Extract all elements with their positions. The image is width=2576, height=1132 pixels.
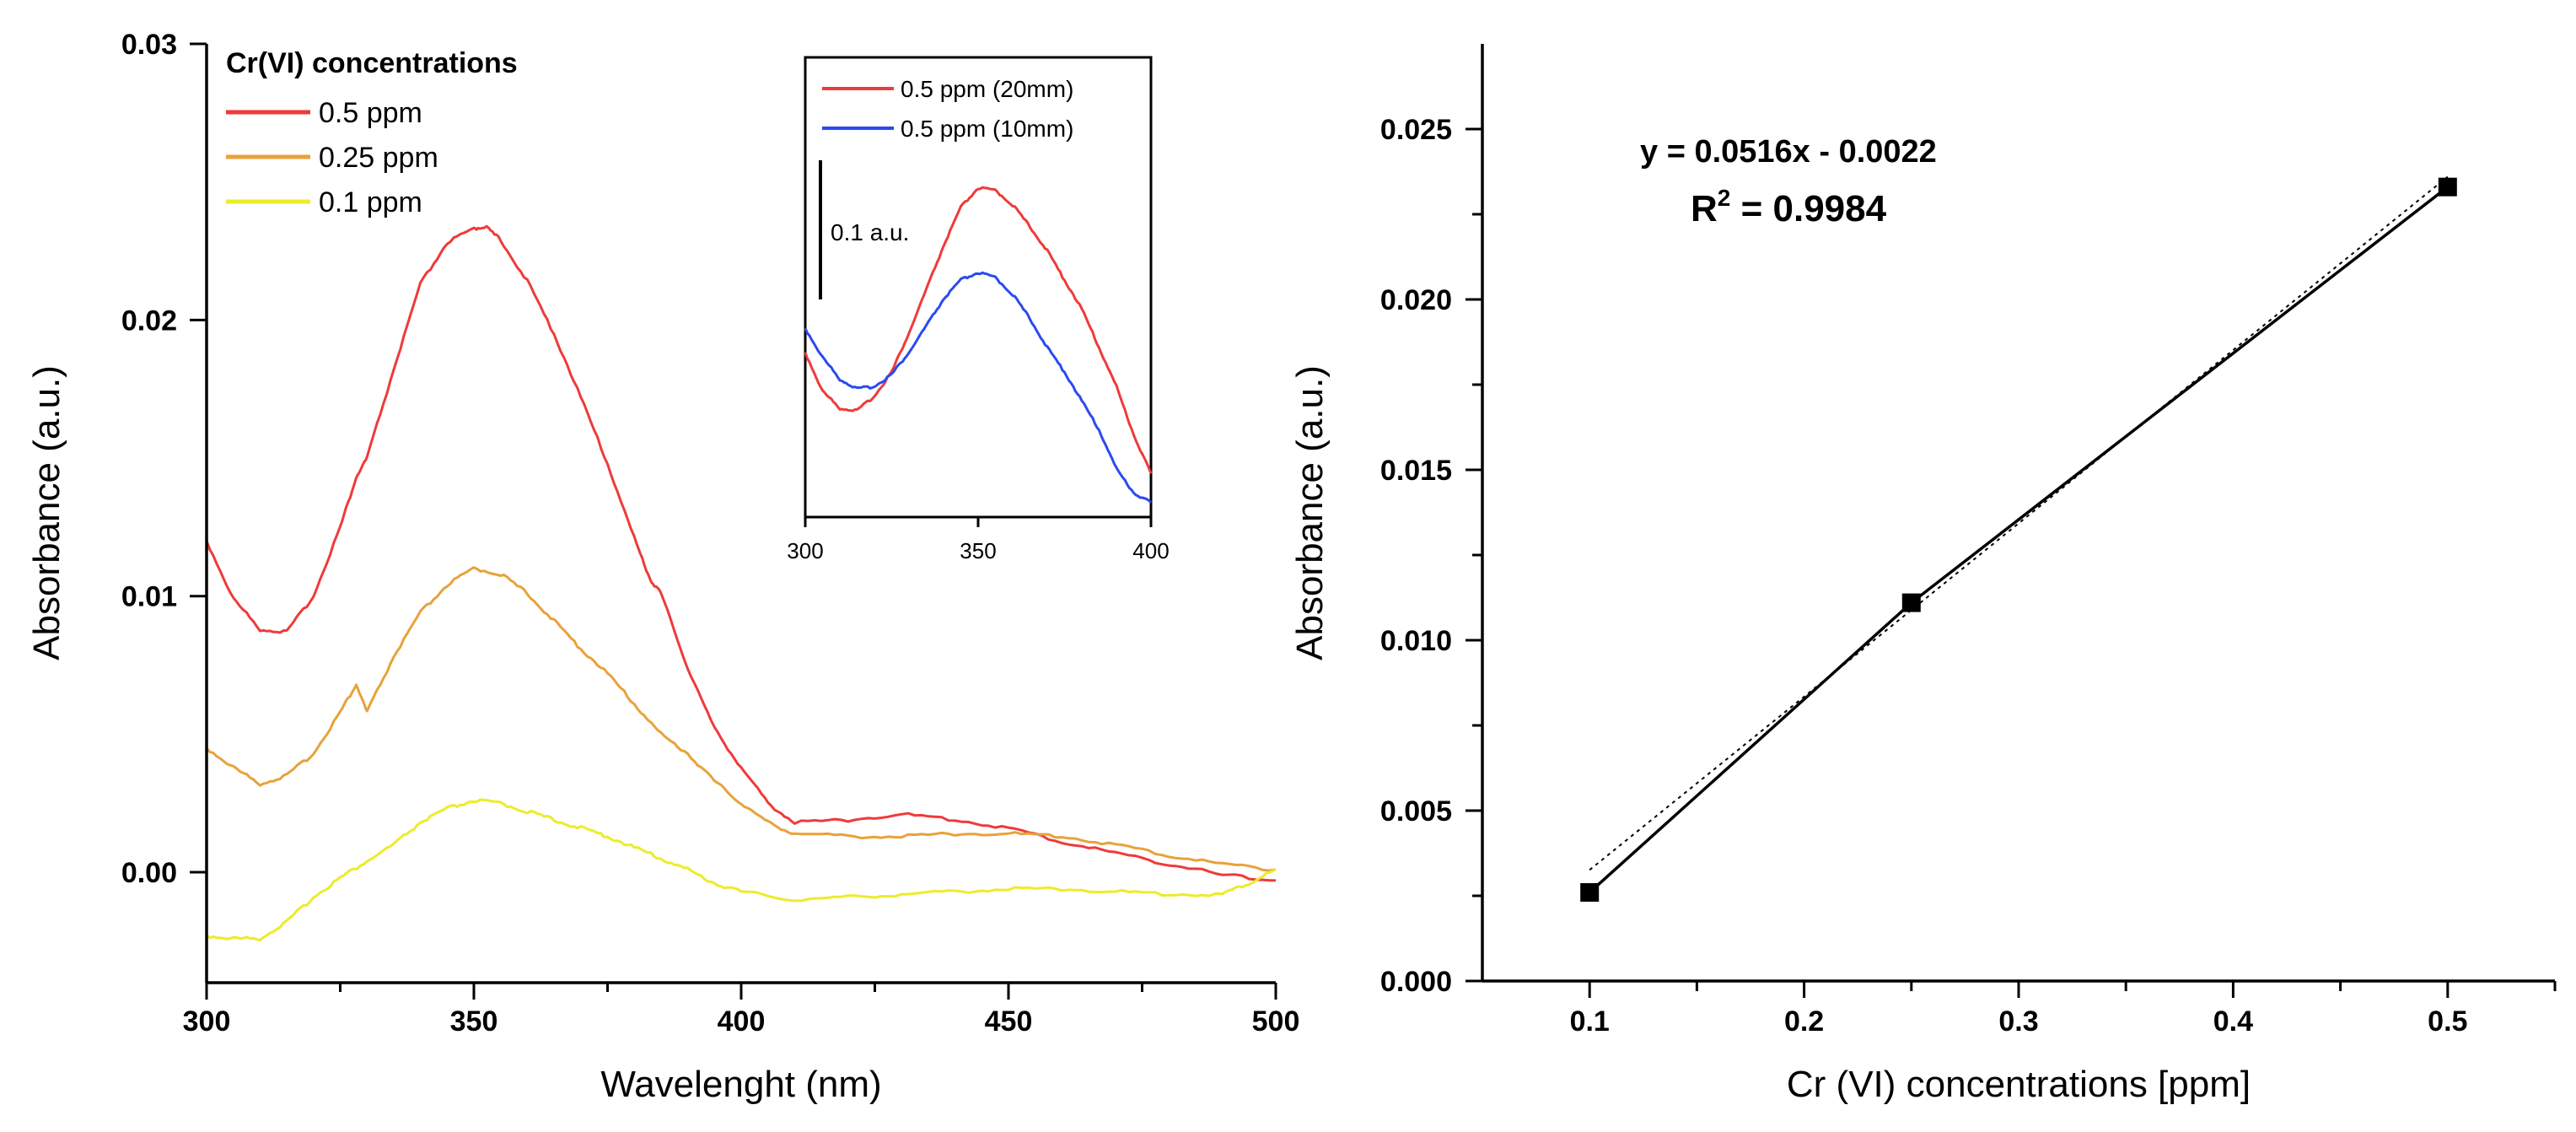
right-x-axis-title: Cr (VI) concentrations [ppm]	[1787, 1064, 2251, 1105]
inset-chart: 300 350 400 0.5 ppm (20mm) 0.5 ppm (10mm) …	[787, 56, 1170, 563]
right-x-tick-label: 0.2	[1784, 1005, 1824, 1038]
inset-x-tick-label: 300	[787, 538, 823, 563]
right-y-tick-label: 0.015	[1380, 455, 1452, 487]
right-y-ticks: 0.000 0.005 0.010 0.015 0.020 0.025	[1380, 114, 1482, 998]
right-y-tick-label: 0.020	[1380, 284, 1452, 316]
inset-line-1	[804, 271, 1153, 504]
left-x-ticks: 300 350 400 450 500	[183, 983, 1300, 1038]
right-x-tick-label: 0.5	[2428, 1005, 2467, 1038]
right-y-tick-label: 0.025	[1380, 114, 1452, 146]
data-point	[1901, 593, 1921, 612]
left-y-tick-label: 0.02	[121, 305, 177, 337]
left-x-tick-label: 350	[450, 1005, 498, 1038]
inset-x-ticks: 300 350 400	[787, 517, 1170, 563]
left-y-tick-label: 0.00	[121, 857, 177, 889]
data-connect-line	[1589, 186, 2449, 894]
left-y-tick-label: 0.03	[121, 29, 177, 61]
r-squared-symbol: R	[1691, 188, 1718, 229]
spectra-chart: 0.00 0.01 0.02 0.03 300 350 400 450 500 Wavelen…	[26, 29, 1299, 1105]
left-series	[205, 224, 1277, 942]
legend-label-0.25ppm: 0.25 ppm	[319, 142, 438, 174]
left-y-ticks: 0.00 0.01 0.02 0.03	[121, 29, 207, 889]
right-y-tick-label: 0.005	[1380, 795, 1452, 827]
inset-line-0	[804, 186, 1153, 474]
left-x-tick-label: 500	[1252, 1005, 1300, 1038]
inset-scale-bar-label: 0.1 a.u.	[831, 219, 909, 245]
inset-series	[804, 186, 1153, 504]
inset-frame	[804, 56, 1153, 519]
r-squared: R2 = 0.9984	[1691, 185, 1887, 229]
series-line-0.1ppm	[206, 798, 1277, 942]
left-x-tick-label: 300	[183, 1005, 231, 1038]
right-x-ticks: 0.1 0.2 0.3 0.4 0.5	[1570, 981, 2557, 1038]
inset-legend-label-20mm: 0.5 ppm (20mm)	[901, 76, 1073, 102]
right-y-axis-title: Absorbance (a.u.)	[1289, 365, 1331, 660]
left-x-tick-label: 400	[718, 1005, 766, 1038]
r-squared-exponent: 2	[1718, 185, 1731, 211]
series-line-0.5ppm	[205, 224, 1277, 882]
fit-line	[1589, 175, 2449, 871]
left-legend: Cr(VI) concentrations 0.5 ppm 0.25 ppm 0…	[226, 47, 518, 218]
right-marks	[1580, 175, 2457, 902]
right-x-tick-label: 0.3	[1998, 1005, 2038, 1038]
right-y-tick-label: 0.000	[1380, 966, 1452, 998]
left-x-tick-label: 450	[985, 1005, 1033, 1038]
inset-legend-label-10mm: 0.5 ppm (10mm)	[901, 116, 1073, 142]
right-x-tick-label: 0.1	[1570, 1005, 1610, 1038]
left-y-tick-label: 0.01	[121, 581, 177, 613]
series-line-0.25ppm	[205, 566, 1277, 872]
data-point	[2438, 177, 2457, 197]
data-point	[1580, 882, 1600, 902]
fit-equation: y = 0.0516x - 0.0022	[1640, 134, 1937, 170]
left-x-axis-title: Wavelenght (nm)	[600, 1064, 881, 1105]
calibration-chart: 0.000 0.005 0.010 0.015 0.020 0.025 0.1 0.2 0.3…	[1289, 44, 2557, 1105]
inset-x-tick-label: 350	[960, 538, 996, 563]
legend-title: Cr(VI) concentrations	[226, 47, 518, 79]
inset-x-tick-label: 400	[1132, 538, 1169, 563]
left-y-axis-title: Absorbance (a.u.)	[26, 365, 67, 660]
right-y-tick-label: 0.010	[1380, 625, 1452, 657]
r-squared-value: = 0.9984	[1730, 188, 1886, 229]
legend-label-0.5ppm: 0.5 ppm	[319, 97, 422, 129]
legend-label-0.1ppm: 0.1 ppm	[319, 186, 422, 218]
right-x-tick-label: 0.4	[2213, 1005, 2253, 1038]
